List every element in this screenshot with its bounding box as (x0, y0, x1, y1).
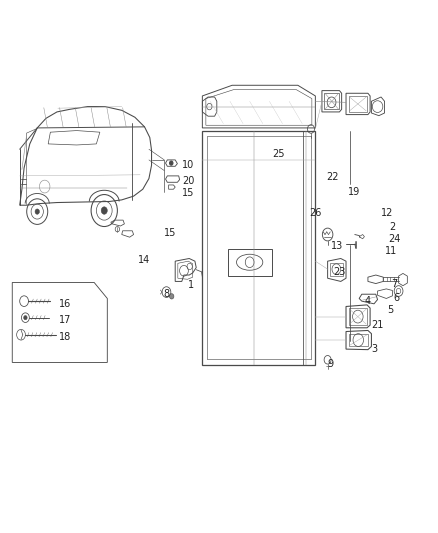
Text: 23: 23 (333, 267, 346, 277)
Text: 9: 9 (328, 359, 334, 368)
Text: 18: 18 (59, 332, 71, 342)
Text: 2: 2 (389, 222, 395, 231)
Text: 1: 1 (187, 280, 194, 290)
Text: 22: 22 (327, 172, 339, 182)
Circle shape (101, 207, 107, 214)
Text: 4: 4 (365, 296, 371, 306)
Text: 14: 14 (138, 255, 151, 265)
Text: 10: 10 (182, 160, 194, 170)
Text: 15: 15 (164, 229, 176, 238)
Text: 8: 8 (163, 289, 170, 299)
Circle shape (35, 209, 39, 214)
Circle shape (170, 294, 174, 299)
Text: 15: 15 (182, 188, 194, 198)
Text: 21: 21 (371, 320, 384, 330)
Text: 7: 7 (391, 279, 397, 288)
Text: 6: 6 (393, 294, 399, 303)
Circle shape (24, 316, 27, 320)
Text: 13: 13 (331, 241, 343, 251)
Text: 11: 11 (385, 246, 397, 255)
Text: 5: 5 (387, 305, 393, 315)
Text: 20: 20 (182, 176, 194, 186)
Text: 12: 12 (381, 208, 394, 218)
Text: 25: 25 (272, 149, 284, 158)
Text: 19: 19 (348, 187, 360, 197)
Text: 16: 16 (59, 299, 71, 309)
Text: 3: 3 (371, 344, 378, 354)
Circle shape (170, 161, 173, 165)
Text: 24: 24 (388, 234, 400, 244)
Text: 26: 26 (309, 208, 321, 218)
Text: 17: 17 (59, 315, 71, 325)
